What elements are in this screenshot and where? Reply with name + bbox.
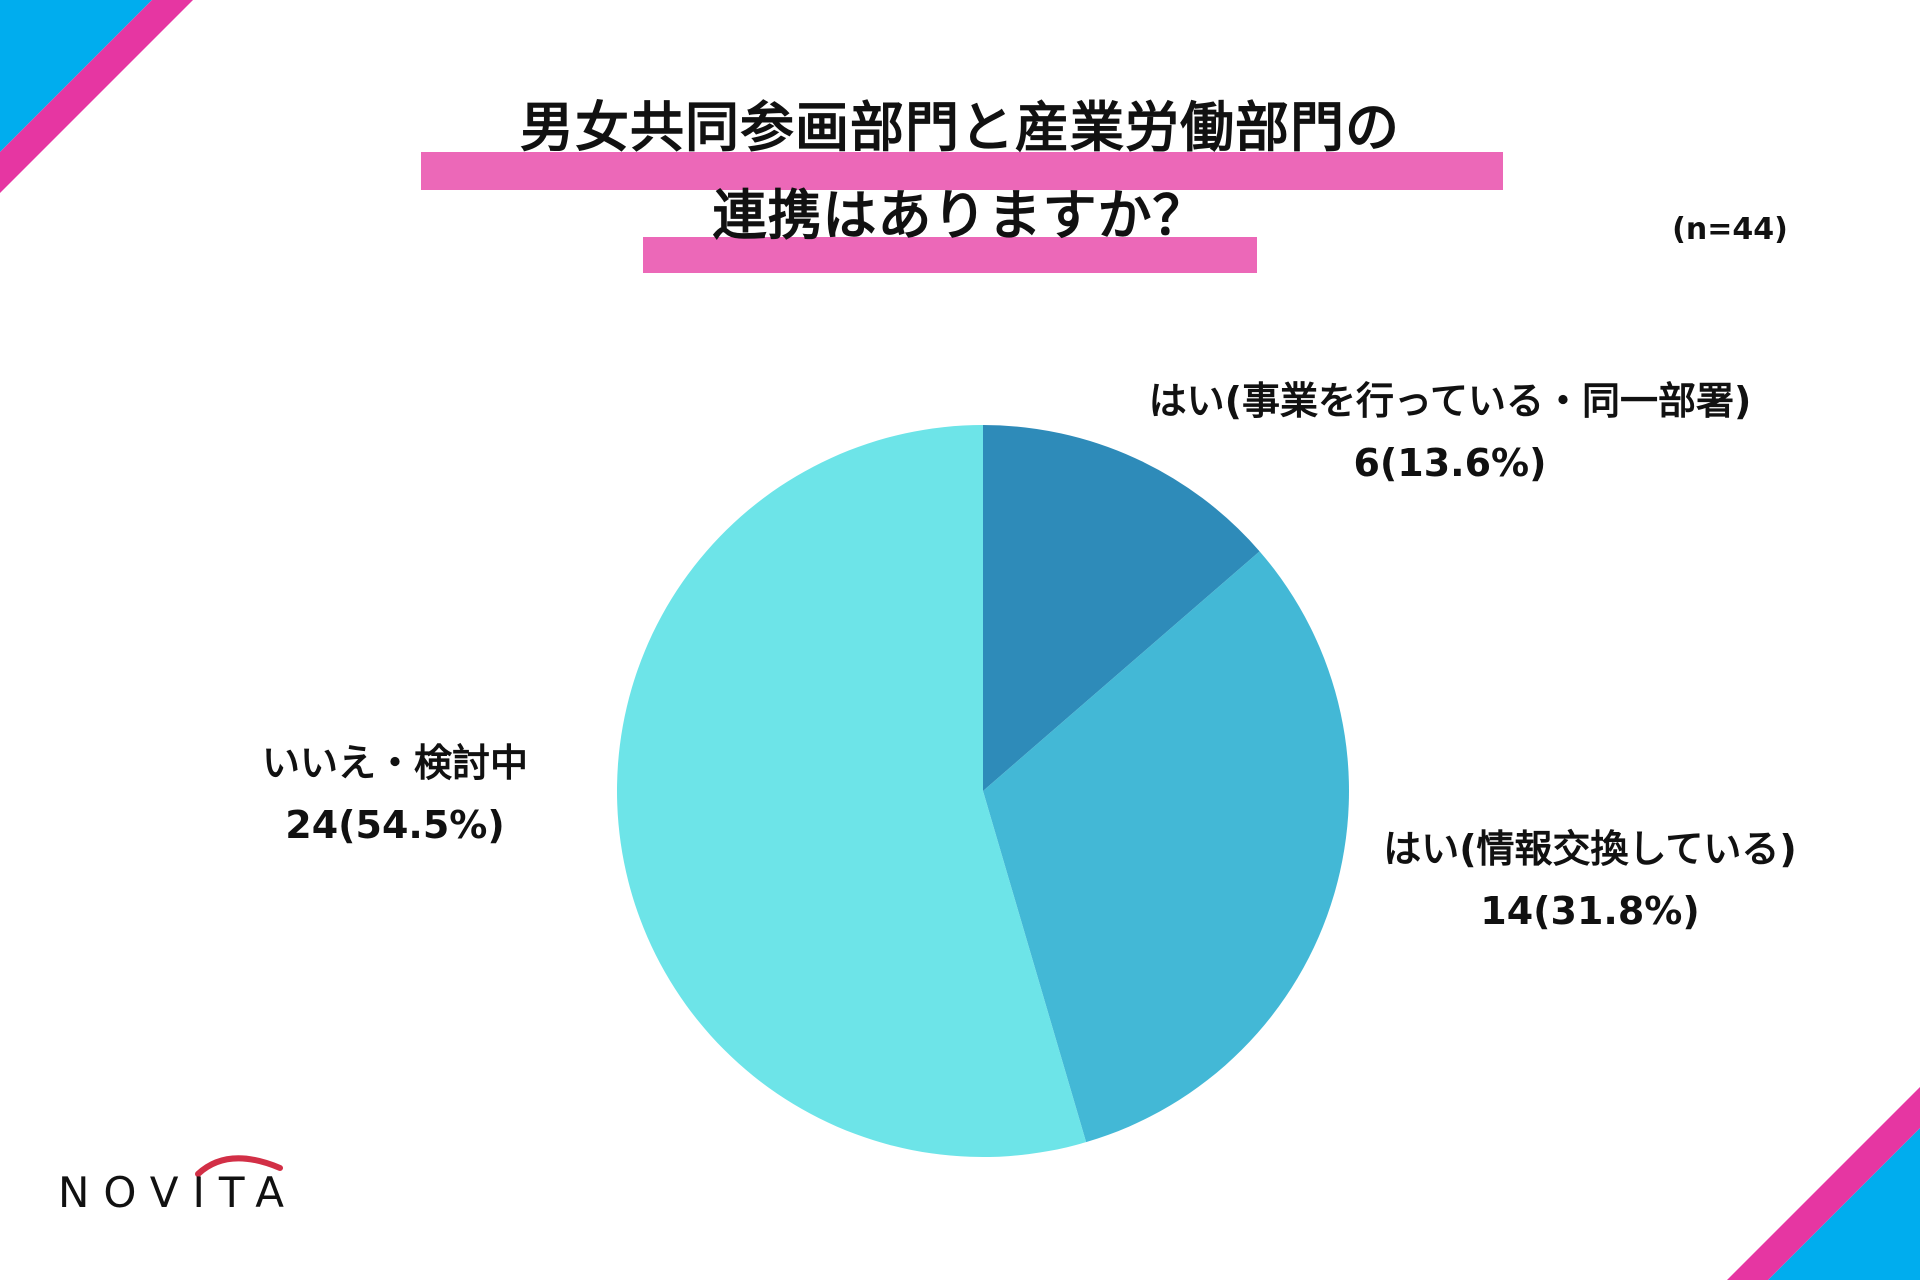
pie-slice-0 [983,425,1260,791]
pie-slice-2 [616,425,1087,1158]
sample-size-label: (n=44) [1672,212,1788,247]
slice-label-text: はい(事業を行っている・同一部署) [1148,379,1752,423]
pie-slice-1 [983,551,1349,1143]
logo-text: NOVITA [58,1168,298,1217]
slice-label-value: 6(13.6%) [1353,441,1547,485]
slice-label-no-considering: いいえ・検討中 24(54.5%) [230,732,560,856]
title-highlight-bar-2 [643,237,1257,273]
slice-label-value: 24(54.5%) [285,803,505,847]
slice-label-value: 14(31.8%) [1480,889,1700,933]
corner-decoration-bottom-right [1727,1087,1920,1280]
slice-label-text: いいえ・検討中 [261,741,528,785]
logo-arc-icon [195,1155,283,1177]
chart-title-line-1: 男女共同参画部門と産業労働部門の [520,96,1400,159]
corner-decoration-top-left [0,0,193,193]
slice-label-text: はい(情報交換している) [1383,827,1797,871]
chart-title-line-2: 連携はありますか？ [712,184,1208,247]
slice-label-yes-same-dept: はい(事業を行っている・同一部署) 6(13.6%) [1110,370,1790,494]
slice-label-yes-info-exchange: はい(情報交換している) 14(31.8%) [1350,818,1830,942]
title-highlight-bar-1 [421,152,1503,190]
